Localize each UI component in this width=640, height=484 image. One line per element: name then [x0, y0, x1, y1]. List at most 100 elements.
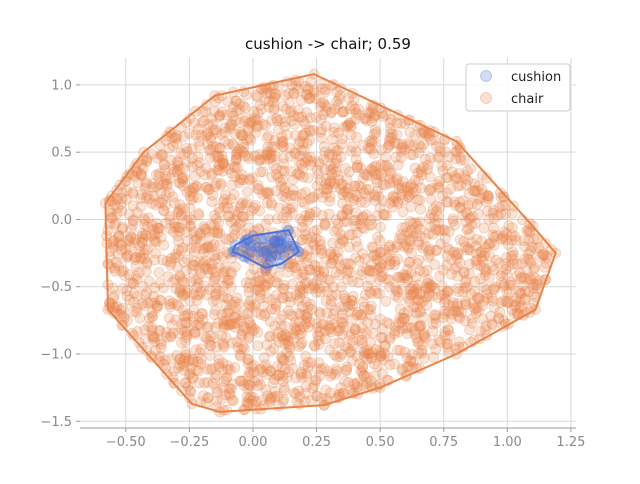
chair-point: [374, 202, 386, 214]
chair-point: [257, 166, 269, 178]
chair-point: [166, 132, 178, 144]
chair-point: [441, 259, 453, 271]
chair-point: [329, 181, 341, 193]
chair-point: [190, 231, 202, 242]
chair-point: [324, 191, 336, 203]
chair-point: [407, 187, 419, 199]
chair-point: [285, 105, 297, 117]
chair-point: [176, 317, 188, 329]
chair-point: [250, 236, 262, 248]
chair-point: [222, 96, 234, 108]
chair-point: [181, 226, 193, 238]
chair-point: [262, 277, 274, 289]
chair-point: [302, 154, 314, 166]
chair-point: [453, 167, 465, 179]
chair-point: [409, 162, 421, 174]
chair-point: [337, 317, 349, 329]
chair-point: [232, 162, 244, 174]
chair-point: [465, 237, 477, 249]
chair-point: [121, 290, 133, 302]
chair-point: [400, 238, 412, 250]
chair-point: [135, 170, 147, 182]
chair-point: [451, 252, 463, 264]
chair-point: [338, 121, 350, 133]
chair-point: [385, 167, 397, 179]
chair-point: [155, 231, 167, 243]
chair-point: [128, 278, 139, 290]
chair-point: [329, 103, 341, 115]
chair-point: [187, 182, 199, 194]
chair-point: [213, 142, 225, 154]
chair-point: [394, 312, 406, 324]
chair-point: [369, 195, 381, 206]
chair-point: [313, 282, 325, 294]
chair-point: [141, 258, 153, 270]
chair-point: [267, 104, 279, 116]
chair-point: [205, 241, 217, 253]
chair-point: [190, 364, 202, 376]
chair-point: [224, 364, 236, 376]
chair-point: [356, 322, 368, 334]
chair-point: [252, 114, 264, 126]
chair-point: [241, 134, 253, 146]
chair-point: [293, 168, 305, 179]
chair-point: [186, 143, 198, 155]
chair-point: [178, 256, 190, 268]
chair-point: [275, 138, 287, 149]
chair-point: [342, 120, 354, 131]
chair-point: [452, 282, 464, 294]
chair-point: [214, 159, 226, 171]
chair-point: [134, 246, 146, 258]
x-tick-label: 1.25: [556, 435, 585, 450]
chair-point: [452, 248, 464, 260]
chair-point: [348, 377, 360, 389]
chair-point: [102, 225, 114, 236]
chair-point: [229, 115, 241, 126]
chair-point: [191, 319, 203, 331]
chair-point: [360, 209, 372, 221]
chair-point: [337, 312, 348, 324]
chair-point: [172, 362, 184, 374]
chair-point: [278, 279, 290, 291]
chair-point: [127, 200, 139, 212]
chair-point: [263, 186, 274, 198]
chair-point: [231, 336, 243, 348]
chair-point: [402, 243, 414, 255]
chair-point: [207, 295, 219, 307]
chair-point: [358, 113, 370, 125]
chair-point: [230, 149, 242, 161]
chair-point: [404, 139, 416, 151]
chair-point: [461, 281, 473, 293]
legend: cushion chair: [465, 63, 571, 112]
chair-point: [211, 227, 223, 238]
chair-point: [330, 166, 342, 178]
chair-point: [216, 309, 228, 320]
chair-point: [336, 178, 347, 190]
chair-point: [261, 197, 273, 209]
chair-point: [219, 265, 231, 277]
chair-point: [163, 187, 175, 199]
chair-point: [439, 297, 451, 308]
chair-point: [313, 187, 325, 199]
chair-point: [357, 248, 369, 260]
chair-point: [465, 288, 477, 300]
chair-point: [304, 134, 315, 146]
chair-point: [264, 365, 276, 377]
chair-point: [144, 312, 155, 324]
chair-point: [305, 151, 316, 163]
chair-point: [316, 248, 328, 259]
chair-point: [171, 165, 183, 177]
chair-point: [234, 116, 246, 128]
chair-point: [258, 300, 270, 312]
chair-point: [324, 165, 336, 177]
chair-point: [192, 356, 204, 368]
chair-point: [461, 208, 473, 220]
chair-point: [424, 249, 436, 261]
chair-point: [224, 387, 236, 399]
chair-point: [185, 194, 197, 206]
chair-point: [115, 304, 127, 316]
chair-point: [359, 347, 371, 359]
chair-point: [341, 208, 353, 220]
chair-point: [451, 298, 463, 309]
chair-point: [311, 318, 323, 330]
